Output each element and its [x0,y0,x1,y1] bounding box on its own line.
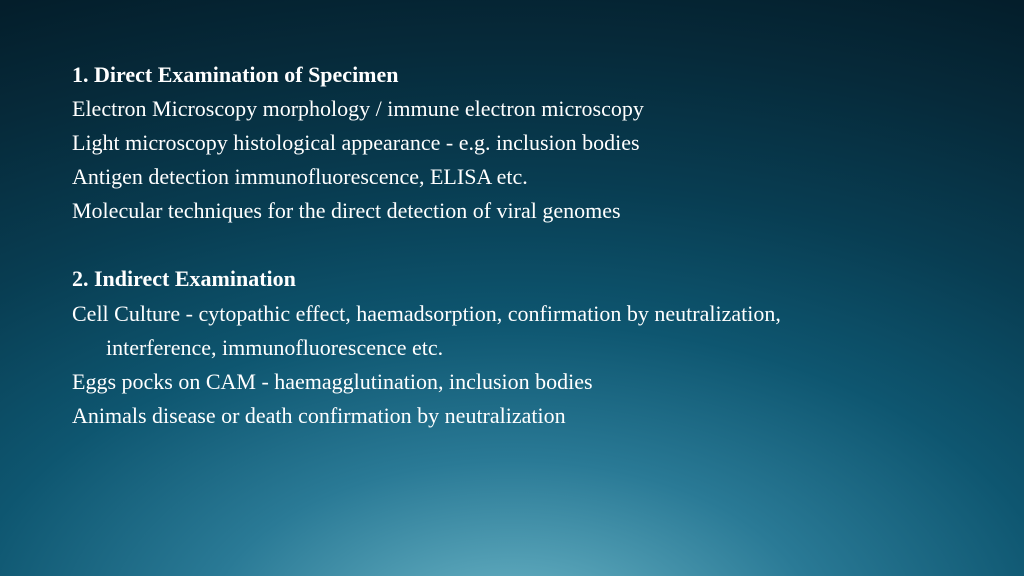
section-1-line-1: Electron Microscopy morphology / immune … [72,92,952,126]
slide: 1. Direct Examination of Specimen Electr… [0,0,1024,576]
section-2-heading: 2. Indirect Examination [72,262,952,296]
section-1-line-3: Antigen detection immunofluorescence, EL… [72,160,952,194]
section-1-line-2: Light microscopy histological appearance… [72,126,952,160]
section-2-line-1-cont: interference, immunofluorescence etc. [72,331,952,365]
section-gap [72,228,952,262]
section-1-line-4: Molecular techniques for the direct dete… [72,194,952,228]
section-2-line-1: Cell Culture - cytopathic effect, haemad… [72,297,952,331]
section-2-line-2: Eggs pocks on CAM - haemagglutination, i… [72,365,952,399]
section-1-heading: 1. Direct Examination of Specimen [72,58,952,92]
section-2-line-3: Animals disease or death confirmation by… [72,399,952,433]
